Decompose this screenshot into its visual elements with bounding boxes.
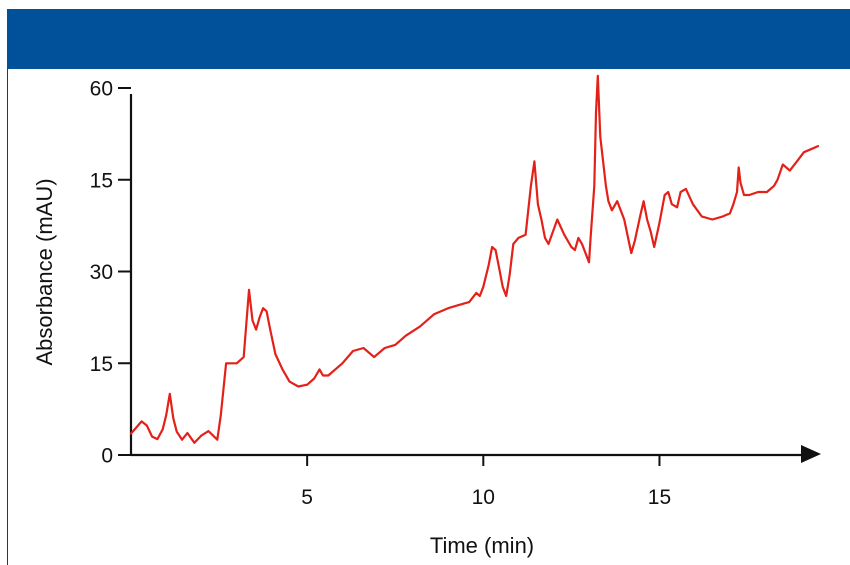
y-axis-label: Absorbance (mAU) — [32, 178, 57, 365]
axes — [129, 94, 821, 463]
y-ticks: 0 15 30 15 60 — [90, 78, 131, 468]
x-axis-arrow — [801, 445, 821, 463]
x-ticks: 5 10 15 — [301, 455, 671, 509]
y-tick-label: 0 — [101, 445, 113, 468]
x-tick-label: 15 — [648, 486, 671, 509]
y-tick-label: 60 — [90, 78, 113, 101]
absorbance-trace — [129, 74, 820, 444]
header-bar — [7, 9, 850, 69]
x-tick-label: 5 — [301, 486, 313, 509]
y-tick-label: 15 — [90, 169, 113, 192]
x-tick-label: 10 — [472, 486, 495, 509]
y-tick-label: 30 — [90, 261, 113, 284]
y-tick-label: 15 — [90, 353, 113, 376]
left-border — [7, 69, 8, 565]
x-axis-label: Time (min) — [430, 533, 534, 558]
